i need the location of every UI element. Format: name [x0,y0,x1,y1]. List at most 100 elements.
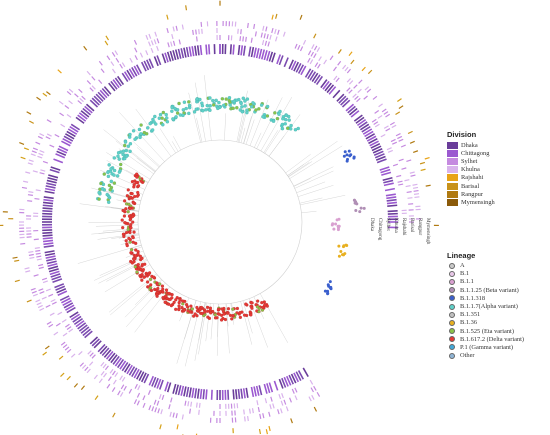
ring-mark [358,121,368,129]
ring-mark [174,49,179,60]
ring-mark [309,379,314,385]
division-legend-label: Chittagong [461,149,490,157]
tip-point [115,174,120,178]
tip-point [224,97,228,101]
ring-mark [156,45,159,51]
tip-point [339,250,343,254]
tip-point [206,315,210,319]
ring-mark [205,44,208,55]
tip-point [208,104,212,108]
ring-mark [57,311,63,316]
ring-mark [62,332,68,337]
ring-mark [183,47,187,58]
ring-mark [58,355,64,360]
tip-point [198,97,202,102]
ring-mark [145,50,149,56]
tip-point [255,305,260,309]
ring-mark [243,409,245,415]
ring-mark [62,138,72,145]
ring-mark [23,147,29,151]
tip-point [213,313,217,317]
ring-mark [380,133,386,138]
ring-mark [108,352,116,362]
ring-mark [290,373,297,384]
ring-mark [66,130,76,138]
ring-mark [150,40,154,46]
ring-mark [383,125,389,129]
ring-mark [311,394,315,400]
tip-point [131,129,136,133]
tip-point [323,289,327,293]
ring-mark [110,61,115,67]
lineage-legend-swatch [449,352,455,359]
ring-mark [185,47,190,58]
ring-mark [112,412,116,418]
tip-point [136,252,140,256]
tip-point [119,162,123,167]
ring-mark [116,358,125,369]
tip-point [180,306,184,310]
ring-mark [276,54,282,65]
ring-mark [73,383,79,388]
lineage-legend-swatch [449,336,455,343]
lineage-legend-item: B.1.1.7(Alpha variant) [447,302,550,310]
ring-mark [374,153,385,159]
ring-mark [82,328,92,337]
ring-mark [177,385,182,396]
ring-mark [23,180,29,183]
tip-point [195,305,199,310]
ring-mark [309,59,314,65]
tip-point [109,179,114,184]
ring-mark [194,388,198,399]
ring-mark [240,45,244,56]
tip-point [128,206,132,211]
tree-branch [106,259,148,282]
ring-labels: Dhaka Chittagong Sylhet Khulna Rajshahi Baris… [369,218,430,245]
tip-point [140,273,144,277]
ring-mark [387,204,398,207]
ring-mark [68,328,74,333]
tip-point [245,313,249,318]
ring-mark [33,274,39,277]
ring-mark [136,400,140,406]
ring-mark [172,383,177,394]
ring-mark [307,50,312,56]
ring-mark [44,345,50,350]
ring-mark [48,174,59,179]
tip-point [132,230,136,234]
tip-point [170,105,174,110]
ring-mark [64,323,70,328]
tip-point [280,126,285,131]
tip-point [275,116,280,121]
tip-point [126,227,130,232]
ring-mark [364,130,374,138]
tree-branch [110,274,158,316]
ring-mark [346,87,351,92]
ring-mark [240,388,244,399]
ring-mark [56,287,67,294]
tip-point [208,108,212,112]
ring-mark [84,105,93,114]
ring-mark [175,413,178,419]
ring-mark [359,123,370,131]
ring-mark [258,428,262,435]
tree-branch [94,256,146,281]
ring-mark [61,140,71,147]
tree-branch [172,141,179,152]
ring-mark [307,69,314,80]
tip-point [112,168,117,173]
ring-mark [99,89,108,99]
division-legend-swatch [447,149,458,157]
tree-branch [134,286,170,333]
ring-mark [412,183,418,186]
tip-point [348,154,352,158]
ring-mark [264,40,268,46]
ring-mark [256,400,259,406]
ring-mark [28,250,34,253]
lineage-legend-label: B.1.1 [460,278,474,286]
ring-label: Khulna [393,218,398,234]
ring-mark [133,399,138,405]
tree-branch [300,195,346,206]
ring-mark [386,196,397,200]
ring-mark [364,86,370,91]
